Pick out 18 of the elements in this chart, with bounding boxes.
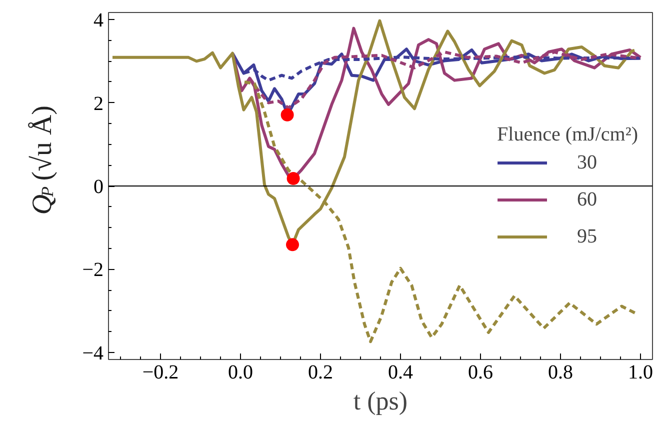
y-axis-title: QP (√u Å) bbox=[27, 105, 58, 215]
x-tick-label: −0.2 bbox=[142, 362, 179, 384]
x-tick-label: 0.0 bbox=[228, 362, 253, 384]
legend-title: Fluence (mJ/cm²) bbox=[497, 123, 638, 146]
x-tick-label: 0.2 bbox=[308, 362, 333, 384]
y-tick-label: 0 bbox=[94, 176, 104, 198]
legend-label: 95 bbox=[577, 225, 598, 248]
x-tick-label: 0.4 bbox=[388, 362, 413, 384]
legend-label: 60 bbox=[577, 188, 598, 211]
y-tick-label: −2 bbox=[82, 259, 104, 282]
legend-label: 30 bbox=[577, 151, 598, 174]
x-tick-label: 0.8 bbox=[548, 362, 573, 384]
y-tick-label: −4 bbox=[82, 342, 104, 364]
x-tick-label: 1.0 bbox=[628, 362, 653, 384]
y-tick-label: 4 bbox=[94, 10, 104, 32]
y-tick-label: 2 bbox=[94, 92, 104, 115]
x-axis-title: t (ps) bbox=[353, 386, 408, 416]
x-tick-label: 0.6 bbox=[468, 362, 493, 384]
